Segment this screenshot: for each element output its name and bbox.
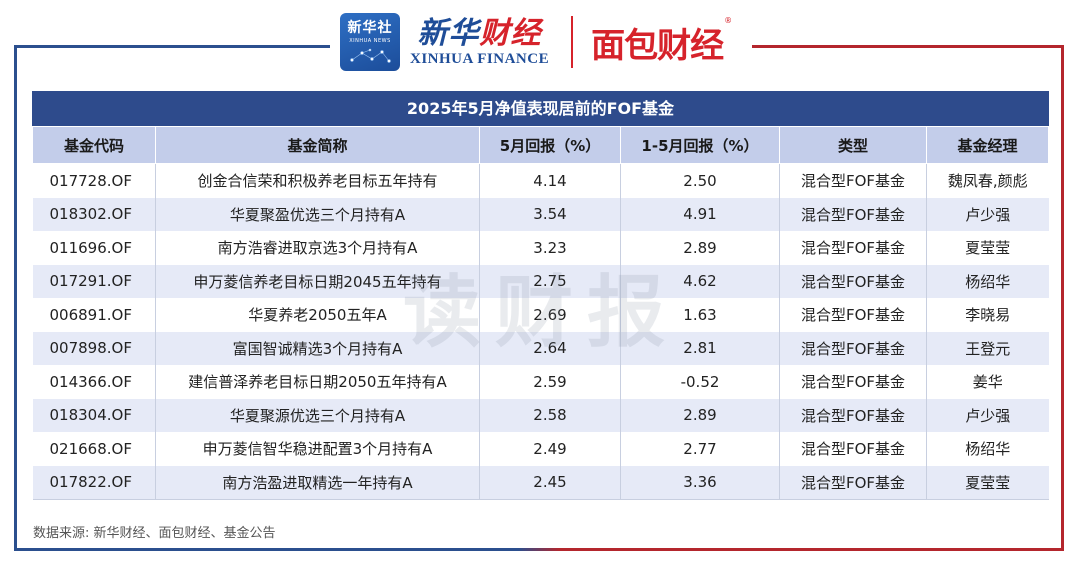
table-title: 2025年5月净值表现居前的FOF基金 — [32, 91, 1049, 126]
fund-name-cell: 南方浩盈进取精选一年持有A — [155, 465, 480, 500]
may-return-cell: 2.59 — [479, 365, 621, 399]
mianbao-logo-text: 面包财经 — [591, 25, 724, 66]
fund-type-cell: 混合型FOF基金 — [779, 264, 927, 298]
fund-name-cell: 华夏养老2050五年A — [155, 298, 480, 332]
table-row: 018304.OF 华夏聚源优选三个月持有A 2.58 2.89 混合型FOF基… — [32, 398, 1049, 432]
table-row: 007898.OF 富国智诚精选3个月持有A 2.64 2.81 混合型FOF基… — [32, 331, 1049, 365]
fund-code-cell: 014366.OF — [32, 365, 156, 399]
may-return-cell: 2.64 — [479, 331, 621, 365]
column-header: 基金经理 — [926, 126, 1049, 164]
may-return-cell: 2.45 — [479, 465, 621, 500]
ytd-return-cell: -0.52 — [620, 365, 780, 399]
network-dots-icon — [350, 48, 391, 63]
xinhua-emblem-zh: 新华社 — [347, 20, 393, 36]
fund-name-cell: 申万菱信养老目标日期2045五年持有 — [155, 264, 480, 298]
may-return-cell: 3.54 — [479, 197, 621, 231]
xinhua-finance-en: XINHUA FINANCE — [410, 50, 550, 67]
ytd-return-cell: 2.77 — [620, 432, 780, 466]
fund-manager-cell: 卢少强 — [926, 398, 1049, 432]
fund-manager-cell: 夏莹莹 — [926, 231, 1049, 265]
ytd-return-cell: 4.62 — [620, 264, 780, 298]
fund-name-cell: 华夏聚源优选三个月持有A — [155, 398, 480, 432]
may-return-cell: 4.14 — [479, 163, 621, 198]
may-return-cell: 2.58 — [479, 398, 621, 432]
fund-name-cell: 申万菱信智华稳进配置3个月持有A — [155, 432, 480, 466]
column-header: 基金代码 — [32, 126, 156, 164]
fund-type-cell: 混合型FOF基金 — [779, 163, 927, 198]
registered-mark: ® — [724, 15, 732, 25]
ytd-return-cell: 2.50 — [620, 163, 780, 198]
fund-type-cell: 混合型FOF基金 — [779, 432, 927, 466]
fund-code-cell: 018304.OF — [32, 398, 156, 432]
fund-name-cell: 创金合信荣和积极养老目标五年持有 — [155, 163, 480, 198]
fund-manager-cell: 姜华 — [926, 365, 1049, 399]
fund-code-cell: 017291.OF — [32, 264, 156, 298]
fund-type-cell: 混合型FOF基金 — [779, 197, 927, 231]
table-row: 017728.OF 创金合信荣和积极养老目标五年持有 4.14 2.50 混合型… — [32, 163, 1049, 198]
column-header: 5月回报（%） — [479, 126, 621, 164]
fund-type-cell: 混合型FOF基金 — [779, 298, 927, 332]
fund-code-cell: 006891.OF — [32, 298, 156, 332]
xinhua-finance-zh-part2: 财经 — [479, 15, 542, 51]
fund-code-cell: 007898.OF — [32, 331, 156, 365]
table-row: 014366.OF 建信普泽养老目标日期2050五年持有A 2.59 -0.52… — [32, 365, 1049, 399]
logo-bar: 新华社 XINHUA NEWS 新华财经 XINHUA FINANCE 面包财经… — [340, 8, 744, 76]
xinhua-news-logo: 新华社 XINHUA NEWS — [340, 13, 400, 71]
ytd-return-cell: 2.89 — [620, 398, 780, 432]
fund-type-cell: 混合型FOF基金 — [779, 231, 927, 265]
table-row: 021668.OF 申万菱信智华稳进配置3个月持有A 2.49 2.77 混合型… — [32, 432, 1049, 466]
fund-code-cell: 021668.OF — [32, 432, 156, 466]
may-return-cell: 2.75 — [479, 264, 621, 298]
column-header: 类型 — [779, 126, 927, 164]
fund-name-cell: 富国智诚精选3个月持有A — [155, 331, 480, 365]
xinhua-emblem-en: XINHUA NEWS — [349, 38, 391, 44]
fund-name-cell: 南方浩睿进取京选3个月持有A — [155, 231, 480, 265]
ytd-return-cell: 4.91 — [620, 197, 780, 231]
may-return-cell: 2.49 — [479, 432, 621, 466]
data-source-note: 数据来源: 新华财经、面包财经、基金公告 — [33, 526, 276, 541]
column-header: 1-5月回报（%） — [620, 126, 780, 164]
fof-fund-table: 2025年5月净值表现居前的FOF基金 基金代码 基金简称 5月回报（%） 1-… — [32, 91, 1049, 500]
ytd-return-cell: 3.36 — [620, 465, 780, 500]
fund-name-cell: 华夏聚盈优选三个月持有A — [155, 197, 480, 231]
may-return-cell: 2.69 — [479, 298, 621, 332]
fund-manager-cell: 魏凤春,颜彪 — [926, 163, 1049, 198]
fund-manager-cell: 夏莹莹 — [926, 465, 1049, 500]
ytd-return-cell: 1.63 — [620, 298, 780, 332]
column-header: 基金简称 — [155, 126, 480, 164]
table-row: 017291.OF 申万菱信养老目标日期2045五年持有 2.75 4.62 混… — [32, 264, 1049, 298]
fund-manager-cell: 杨绍华 — [926, 432, 1049, 466]
fund-code-cell: 017822.OF — [32, 465, 156, 500]
table-header-row: 基金代码 基金简称 5月回报（%） 1-5月回报（%） 类型 基金经理 — [32, 126, 1049, 164]
fund-manager-cell: 王登元 — [926, 331, 1049, 365]
xinhua-finance-logo: 新华财经 XINHUA FINANCE — [410, 15, 550, 68]
logo-divider — [571, 16, 574, 68]
fund-code-cell: 011696.OF — [32, 231, 156, 265]
fund-type-cell: 混合型FOF基金 — [779, 398, 927, 432]
ytd-return-cell: 2.81 — [620, 331, 780, 365]
may-return-cell: 3.23 — [479, 231, 621, 265]
fund-manager-cell: 卢少强 — [926, 197, 1049, 231]
mianbao-finance-logo: 面包财经 ® — [591, 16, 732, 67]
fund-manager-cell: 杨绍华 — [926, 264, 1049, 298]
fund-type-cell: 混合型FOF基金 — [779, 331, 927, 365]
fund-name-cell: 建信普泽养老目标日期2050五年持有A — [155, 365, 480, 399]
fund-code-cell: 018302.OF — [32, 197, 156, 231]
table-row: 017822.OF 南方浩盈进取精选一年持有A 2.45 3.36 混合型FOF… — [32, 465, 1049, 500]
ytd-return-cell: 2.89 — [620, 231, 780, 265]
fund-type-cell: 混合型FOF基金 — [779, 465, 927, 500]
table-row: 006891.OF 华夏养老2050五年A 2.69 1.63 混合型FOF基金… — [32, 298, 1049, 332]
xinhua-finance-zh-part1: 新华 — [417, 15, 480, 51]
fund-type-cell: 混合型FOF基金 — [779, 365, 927, 399]
fund-code-cell: 017728.OF — [32, 163, 156, 198]
table-row: 011696.OF 南方浩睿进取京选3个月持有A 3.23 2.89 混合型FO… — [32, 231, 1049, 265]
table-row: 018302.OF 华夏聚盈优选三个月持有A 3.54 4.91 混合型FOF基… — [32, 197, 1049, 231]
fund-manager-cell: 李晓易 — [926, 298, 1049, 332]
